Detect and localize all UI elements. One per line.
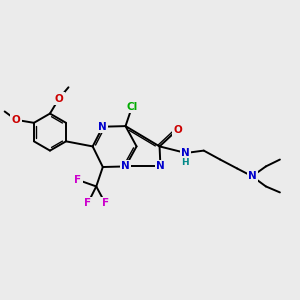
Text: H: H bbox=[182, 158, 189, 167]
Text: O: O bbox=[173, 125, 182, 135]
Text: N: N bbox=[182, 148, 190, 158]
Text: N: N bbox=[156, 161, 165, 171]
Text: F: F bbox=[84, 198, 92, 208]
Text: O: O bbox=[55, 94, 63, 103]
Text: O: O bbox=[173, 125, 182, 135]
Text: F: F bbox=[74, 175, 81, 185]
Text: N: N bbox=[156, 161, 165, 171]
Text: O: O bbox=[55, 94, 63, 103]
Text: F: F bbox=[102, 198, 109, 208]
Text: N: N bbox=[248, 171, 256, 181]
Text: Cl: Cl bbox=[127, 102, 138, 112]
Text: Cl: Cl bbox=[127, 102, 138, 112]
Text: N: N bbox=[121, 161, 130, 171]
Text: N: N bbox=[121, 161, 130, 171]
Text: F: F bbox=[102, 198, 109, 208]
Text: F: F bbox=[84, 198, 92, 208]
Text: N: N bbox=[182, 148, 190, 158]
Text: H: H bbox=[182, 158, 189, 167]
Text: N: N bbox=[248, 171, 256, 181]
Text: O: O bbox=[12, 115, 20, 125]
Text: F: F bbox=[74, 175, 81, 185]
Text: N: N bbox=[98, 122, 107, 132]
Text: O: O bbox=[12, 115, 20, 125]
Text: N: N bbox=[98, 122, 107, 132]
